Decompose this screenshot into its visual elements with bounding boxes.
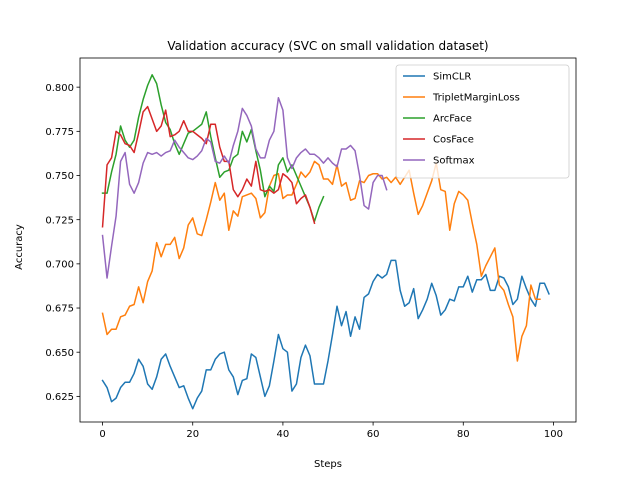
y-tick-label: 0.725 [45,215,74,226]
legend-label: ArcFace [433,114,472,125]
plot-frame [79,57,577,423]
legend-label: TripletMarginLoss [432,93,520,104]
legend-label: CosFace [433,135,474,146]
y-axis-title: Accuracy [14,224,25,270]
x-tick-label: 0 [99,429,105,440]
y-tick-label: 0.750 [45,171,74,182]
series-line-tripletmarginloss [101,160,541,362]
x-tick-label: 80 [457,429,470,440]
plot-area [79,57,577,423]
series-line-cosface [101,105,316,228]
y-tick-label: 0.800 [45,83,74,94]
chart-title: Validation accuracy (SVC on small valida… [167,39,488,53]
legend-label: SimCLR [433,72,471,83]
legend-box [395,64,570,179]
x-tick-label: 40 [277,429,290,440]
y-tick-label: 0.675 [45,304,74,315]
x-axis-title: Steps [314,459,342,470]
series-line-arcface [101,74,325,223]
x-axis: 0 20 40 60 80 100 [99,422,563,440]
y-axis: 0.625 0.650 0.675 0.700 0.725 0.750 0.775 0.800 [45,83,80,403]
series-line-softmax [101,97,388,279]
y-tick-label: 0.650 [45,348,74,359]
x-tick-label: 100 [544,429,563,440]
y-tick-label: 0.775 [45,127,74,138]
y-tick-label: 0.625 [45,392,74,403]
series-lines [101,74,550,410]
legend: SimCLR TripletMarginLoss ArcFace CosFace Sof… [395,64,570,179]
x-tick-label: 60 [367,429,380,440]
x-tick-label: 20 [186,429,199,440]
series-line-simclr [101,259,550,410]
y-tick-label: 0.700 [45,259,74,270]
legend-label: Softmax [433,156,475,167]
